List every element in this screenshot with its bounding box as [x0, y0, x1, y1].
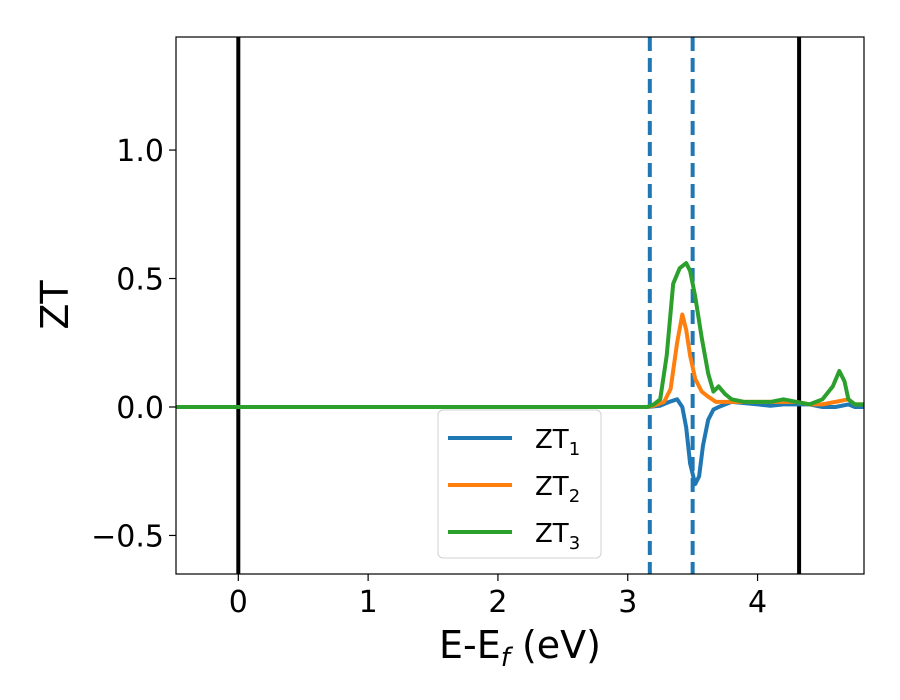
x-tick-label: 2 — [488, 585, 507, 620]
x-axis-label: E-Ef (eV) — [439, 623, 601, 673]
y-tick-label: 1.0 — [116, 134, 164, 169]
y-axis-label: ZT — [33, 280, 77, 330]
x-axis-ticks: 0 1 2 3 4 — [229, 574, 767, 620]
y-tick-label: 0.0 — [116, 391, 164, 426]
reference-lines — [236, 37, 802, 574]
series-line-zt3 — [176, 261, 864, 409]
series-line-zt2 — [176, 312, 864, 409]
legend: ZT1 ZT2 ZT3 — [437, 409, 602, 559]
x-tick-label: 4 — [748, 585, 767, 620]
x-tick-label: 1 — [359, 585, 378, 620]
plot-frame — [175, 36, 865, 575]
x-axis-label-main: E-E — [439, 623, 501, 667]
legend-box — [437, 409, 602, 559]
series-layer — [176, 261, 864, 487]
y-tick-label: 0.5 — [116, 263, 164, 298]
legend-label-zt1: ZT1 — [535, 425, 580, 460]
x-axis-label-unit: (eV) — [510, 623, 601, 667]
y-axis-ticks: −0.5 0.0 0.5 1.0 — [91, 134, 176, 554]
y-tick-label: −0.5 — [91, 519, 164, 554]
legend-label-zt2: ZT2 — [535, 472, 580, 507]
legend-label-zt3: ZT3 — [535, 519, 580, 554]
x-tick-label: 0 — [229, 585, 248, 620]
x-tick-label: 3 — [618, 585, 637, 620]
